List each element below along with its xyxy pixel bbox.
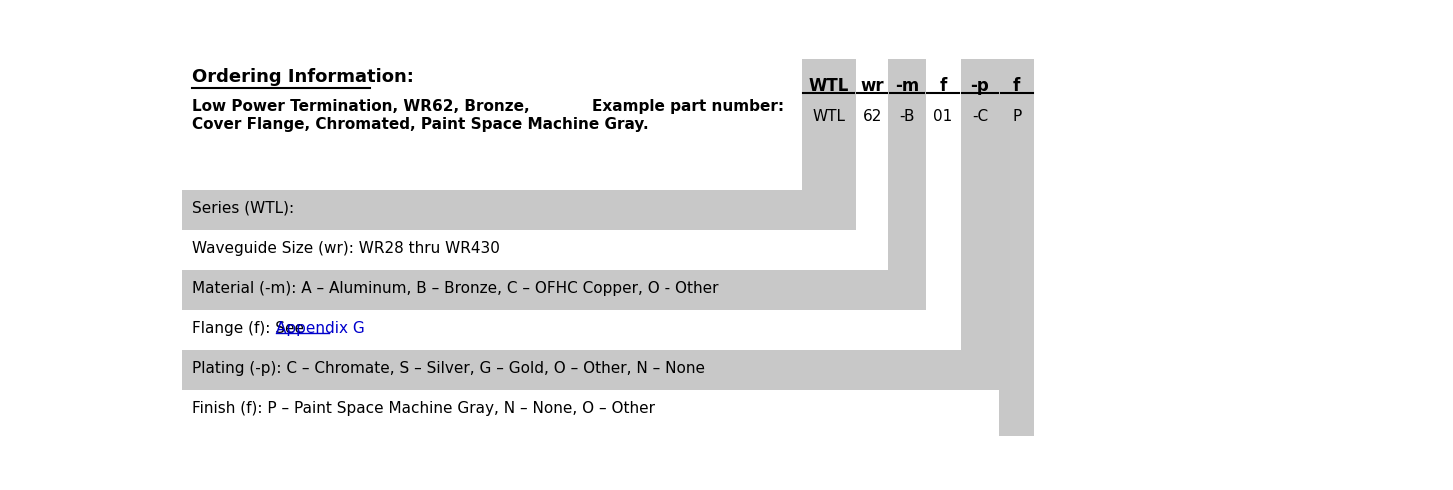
Text: Material (-m): A – Aluminum, B – Bronze, C – OFHC Copper, O - Other: Material (-m): A – Aluminum, B – Bronze,… [192, 281, 718, 295]
Text: Waveguide Size (wr): WR28 thru WR430: Waveguide Size (wr): WR28 thru WR430 [192, 241, 500, 255]
Text: -m: -m [895, 77, 920, 95]
Text: Appendix G: Appendix G [276, 320, 365, 336]
Bar [802, 59, 856, 230]
Text: f: f [940, 77, 947, 95]
Text: 62: 62 [863, 109, 882, 124]
Text: WTL: WTL [812, 109, 846, 124]
Text: Flange (f): See: Flange (f): See [192, 320, 308, 336]
Bar [888, 59, 926, 310]
Bar [1000, 59, 1035, 436]
Text: Example part number:: Example part number: [593, 99, 785, 114]
Bar [960, 59, 1000, 390]
Text: f: f [1013, 77, 1020, 95]
Bar [182, 190, 856, 230]
Text: -p: -p [971, 77, 989, 95]
Text: Cover Flange, Chromated, Paint Space Machine Gray.: Cover Flange, Chromated, Paint Space Mac… [192, 117, 648, 131]
Text: Finish (f): P – Paint Space Machine Gray, N – None, O – Other: Finish (f): P – Paint Space Machine Gray… [192, 401, 655, 416]
Text: Plating (-p): C – Chromate, S – Silver, G – Gold, O – Other, N – None: Plating (-p): C – Chromate, S – Silver, … [192, 361, 705, 376]
Bar [182, 270, 926, 310]
Text: -B: -B [899, 109, 915, 124]
Text: wr: wr [860, 77, 883, 95]
Bar [182, 350, 1000, 390]
Text: -C: -C [972, 109, 988, 124]
Text: 01: 01 [933, 109, 953, 124]
Text: Ordering Information:: Ordering Information: [192, 68, 414, 86]
Text: Low Power Termination, WR62, Bronze,: Low Power Termination, WR62, Bronze, [192, 99, 529, 114]
Text: Series (WTL):: Series (WTL): [192, 200, 294, 216]
Text: P: P [1013, 109, 1021, 124]
Text: WTL: WTL [808, 77, 849, 95]
